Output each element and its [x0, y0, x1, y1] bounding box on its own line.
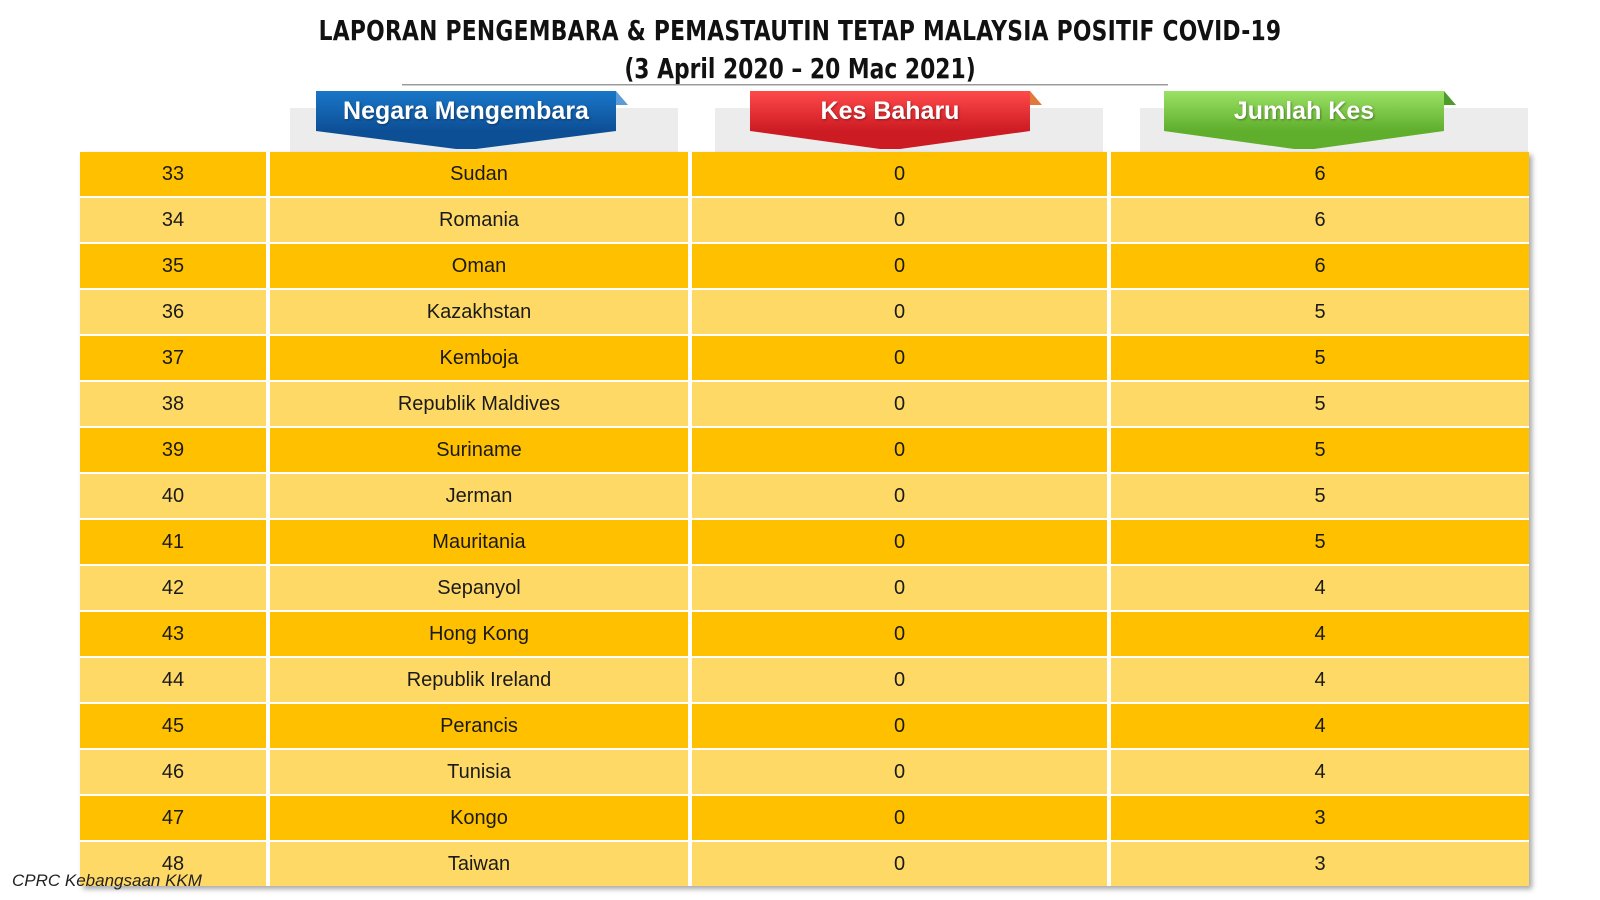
- row-number: 40: [161, 484, 185, 507]
- total-cases-value: 6: [1107, 244, 1529, 288]
- new-cases-value: 0: [688, 658, 1107, 702]
- row-number: 47: [161, 806, 185, 829]
- country-name: Republik Ireland: [266, 658, 688, 702]
- country-name: Tunisia: [266, 750, 688, 794]
- total-cases-column-header: Jumlah Kes: [1164, 91, 1456, 149]
- total-cases-value: 4: [1107, 658, 1529, 702]
- country-name: Sudan: [266, 152, 688, 196]
- total-cases-value: 5: [1107, 428, 1529, 472]
- source-credit: CPRC Kebangsaan KKM: [12, 871, 202, 890]
- new-cases-value: 0: [688, 198, 1107, 242]
- country-name: Kongo: [266, 796, 688, 840]
- row-number: 43: [161, 622, 185, 645]
- total-cases-value: 6: [1107, 198, 1529, 242]
- table-row: 42 Sepanyol 0 4: [80, 564, 1529, 610]
- total-cases-value: 5: [1107, 290, 1529, 334]
- table-row: 40 Jerman 0 5: [80, 472, 1529, 518]
- table-row: 34 Romania 0 6: [80, 196, 1529, 242]
- row-number: 35: [161, 254, 185, 277]
- country-name: Kazakhstan: [266, 290, 688, 334]
- table-row: 36 Kazakhstan 0 5: [80, 288, 1529, 334]
- new-cases-value: 0: [688, 566, 1107, 610]
- total-cases-value: 5: [1107, 520, 1529, 564]
- row-number: 33: [161, 162, 185, 185]
- country-name: Sepanyol: [266, 566, 688, 610]
- country-name: Perancis: [266, 704, 688, 748]
- new-cases-value: 0: [688, 520, 1107, 564]
- table-row: 38 Republik Maldives 0 5: [80, 380, 1529, 426]
- row-number: 45: [161, 714, 185, 737]
- table-row: 48 Taiwan 0 3: [80, 840, 1529, 886]
- total-cases-value: 5: [1107, 336, 1529, 380]
- new-cases-value: 0: [688, 336, 1107, 380]
- row-number: 44: [161, 668, 185, 691]
- country-name: Romania: [266, 198, 688, 242]
- table-row: 45 Perancis 0 4: [80, 702, 1529, 748]
- total-cases-value: 5: [1107, 474, 1529, 518]
- total-cases-value: 4: [1107, 612, 1529, 656]
- row-number: 37: [161, 346, 185, 369]
- total-cases-value: 3: [1107, 796, 1529, 840]
- new-cases-value: 0: [688, 382, 1107, 426]
- table-row: 41 Mauritania 0 5: [80, 518, 1529, 564]
- row-number: 36: [161, 300, 185, 323]
- table-row: 39 Suriname 0 5: [80, 426, 1529, 472]
- row-number: 39: [161, 438, 185, 461]
- country-column-header: Negara Mengembara: [316, 91, 628, 149]
- country-name: Kemboja: [266, 336, 688, 380]
- new-cases-value: 0: [688, 474, 1107, 518]
- country-name: Oman: [266, 244, 688, 288]
- total-cases-value: 4: [1107, 750, 1529, 794]
- row-number: 46: [161, 760, 185, 783]
- new-cases-value: 0: [688, 428, 1107, 472]
- report-date-range: (3 April 2020 – 20 Mac 2021): [624, 52, 976, 85]
- row-number: 38: [161, 392, 185, 415]
- table-row: 35 Oman 0 6: [80, 242, 1529, 288]
- new-cases-value: 0: [688, 290, 1107, 334]
- cases-table: 33 Sudan 0 6 34 Romania 0 6 35 Oman 0 6 36 Kazakhstan…: [80, 152, 1529, 886]
- row-number: 42: [161, 576, 185, 599]
- total-cases-value: 4: [1107, 704, 1529, 748]
- row-number: 41: [161, 530, 185, 553]
- title-underline: [402, 84, 1168, 86]
- country-name: Jerman: [266, 474, 688, 518]
- table-row: 43 Hong Kong 0 4: [80, 610, 1529, 656]
- new-cases-value: 0: [688, 796, 1107, 840]
- row-number: 48: [161, 852, 185, 875]
- new-cases-column-header: Kes Baharu: [750, 91, 1042, 149]
- country-name: Republik Maldives: [266, 382, 688, 426]
- country-name: Taiwan: [266, 842, 688, 886]
- total-cases-value: 4: [1107, 566, 1529, 610]
- new-cases-value: 0: [688, 152, 1107, 196]
- row-number: 34: [161, 208, 185, 231]
- country-name: Hong Kong: [266, 612, 688, 656]
- report-title: LAPORAN PENGEMBARA & PEMASTAUTIN TETAP M…: [318, 14, 1282, 47]
- new-cases-value: 0: [688, 704, 1107, 748]
- country-name: Suriname: [266, 428, 688, 472]
- country-name: Mauritania: [266, 520, 688, 564]
- new-cases-value: 0: [688, 750, 1107, 794]
- total-cases-value: 6: [1107, 152, 1529, 196]
- new-cases-value: 0: [688, 612, 1107, 656]
- new-cases-value: 0: [688, 842, 1107, 886]
- table-row: 44 Republik Ireland 0 4: [80, 656, 1529, 702]
- table-row: 47 Kongo 0 3: [80, 794, 1529, 840]
- new-cases-value: 0: [688, 244, 1107, 288]
- table-row: 33 Sudan 0 6: [80, 152, 1529, 196]
- total-cases-value: 5: [1107, 382, 1529, 426]
- table-row: 46 Tunisia 0 4: [80, 748, 1529, 794]
- table-row: 37 Kemboja 0 5: [80, 334, 1529, 380]
- total-cases-value: 3: [1107, 842, 1529, 886]
